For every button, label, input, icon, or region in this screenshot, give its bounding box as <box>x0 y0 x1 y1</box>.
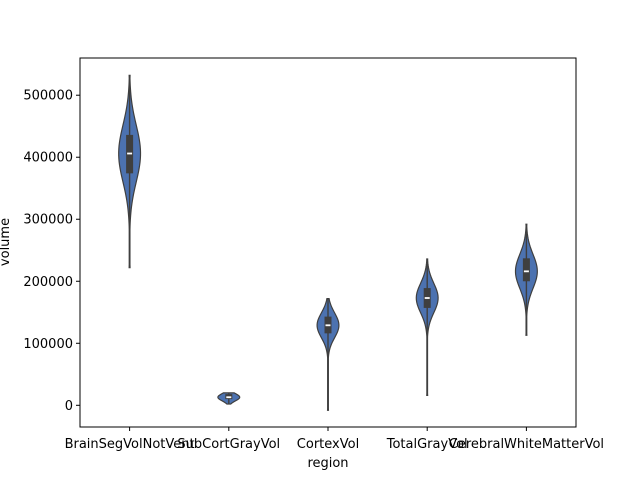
x-tick-label: TotalGrayVol <box>386 437 468 452</box>
x-tick-label: SubCortGrayVol <box>177 437 280 452</box>
violin-group <box>118 74 538 411</box>
y-tick-label: 0 <box>65 399 73 414</box>
x-tick-label: CortexVol <box>297 437 359 452</box>
x-tick-label: BrainSegVolNotVent <box>65 437 195 452</box>
violin-box <box>522 258 530 282</box>
y-axis-label: volume <box>0 218 13 266</box>
y-tick-label: 400000 <box>23 151 73 166</box>
x-tick-label: CerebralWhiteMatterVol <box>449 437 604 452</box>
y-tick-label: 200000 <box>23 275 73 290</box>
y-tick-label: 300000 <box>23 213 73 228</box>
y-tick-label: 500000 <box>23 89 73 104</box>
y-tick-label: 100000 <box>23 337 73 352</box>
x-axis-label: region <box>307 456 348 471</box>
y-axis: 0 100000 200000 300000 400000 500000 <box>23 89 80 414</box>
